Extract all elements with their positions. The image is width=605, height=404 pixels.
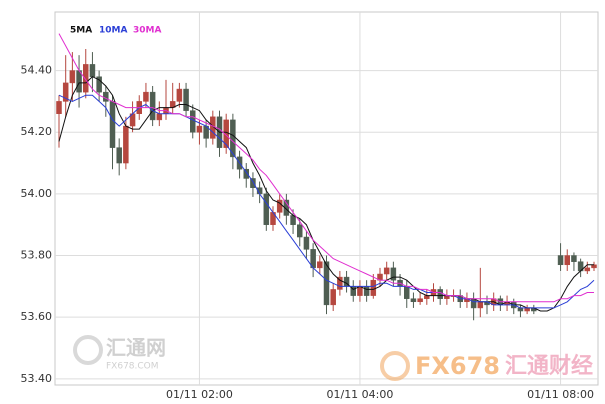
candle-body xyxy=(317,261,323,269)
legend-entry: 5MA xyxy=(70,26,92,36)
ma-line xyxy=(58,94,595,309)
candle-body xyxy=(571,255,577,262)
candle-body xyxy=(183,88,189,111)
watermark-text: 汇通财经 xyxy=(505,353,593,379)
candle-body xyxy=(123,125,129,164)
x-tick-label: 01/11 04:00 xyxy=(326,388,393,401)
candle-body xyxy=(96,76,102,93)
candle-body xyxy=(62,82,69,102)
ma-line xyxy=(58,33,594,303)
candle-body xyxy=(363,286,370,296)
y-tick-label: 54.20 xyxy=(21,125,53,138)
candle-body xyxy=(156,113,163,121)
logo xyxy=(380,351,410,381)
candle-body xyxy=(417,298,423,303)
candle-body xyxy=(564,255,570,266)
candle-body xyxy=(584,267,591,272)
candle-body xyxy=(303,236,310,250)
candle-body xyxy=(477,301,484,309)
candle-body xyxy=(370,279,377,296)
candle-body xyxy=(109,101,116,148)
candle-body xyxy=(190,110,196,133)
candle-body xyxy=(323,261,330,306)
candle-body xyxy=(143,91,149,102)
candle-body xyxy=(276,199,283,213)
candle-body xyxy=(243,168,249,179)
candle-body xyxy=(390,267,397,281)
legend-entry: 30MA xyxy=(133,26,161,36)
y-tick-label: 54.40 xyxy=(21,64,53,77)
watermark-text: FX678.COM xyxy=(106,362,159,372)
candle-body xyxy=(89,64,96,77)
candle-body xyxy=(149,91,156,121)
plot-frame xyxy=(54,11,599,386)
logo xyxy=(73,335,103,365)
x-tick-label: 01/11 08:00 xyxy=(527,388,594,401)
candle-body xyxy=(176,88,183,102)
y-tick-label: 54.00 xyxy=(21,187,53,200)
candle-body xyxy=(330,289,336,306)
candle-body xyxy=(470,298,477,309)
candle-body xyxy=(103,91,109,102)
candle-body xyxy=(196,125,203,133)
y-tick-label: 53.60 xyxy=(21,310,53,323)
candle-body xyxy=(557,255,564,266)
candle-body xyxy=(297,224,303,238)
watermark: 汇通网 FX678.COM FX678 汇通财经 xyxy=(73,335,593,381)
candle-body xyxy=(283,199,290,216)
candle-body xyxy=(437,289,443,299)
candle-body xyxy=(290,215,296,225)
candle-body xyxy=(83,64,89,93)
candle-body xyxy=(404,286,410,299)
x-tick-label: 01/11 02:00 xyxy=(166,388,233,401)
y-tick-label: 53.40 xyxy=(21,372,53,385)
candle-body xyxy=(263,193,270,225)
candle-body xyxy=(250,178,256,188)
candle-body xyxy=(230,119,236,158)
ma-line xyxy=(58,76,594,312)
y-tick-label: 53.80 xyxy=(21,249,53,262)
candle-body xyxy=(116,147,122,164)
candle-body xyxy=(383,267,390,275)
candle-body xyxy=(76,70,82,93)
watermark-text: FX678 xyxy=(415,352,500,380)
grid xyxy=(55,12,598,385)
watermark-text: 汇通网 xyxy=(106,336,166,360)
candle-body xyxy=(410,298,417,303)
legend-entry: 10MA xyxy=(99,26,127,36)
candle-body xyxy=(69,70,76,84)
candle-body xyxy=(56,101,62,114)
candle-body xyxy=(337,276,343,290)
